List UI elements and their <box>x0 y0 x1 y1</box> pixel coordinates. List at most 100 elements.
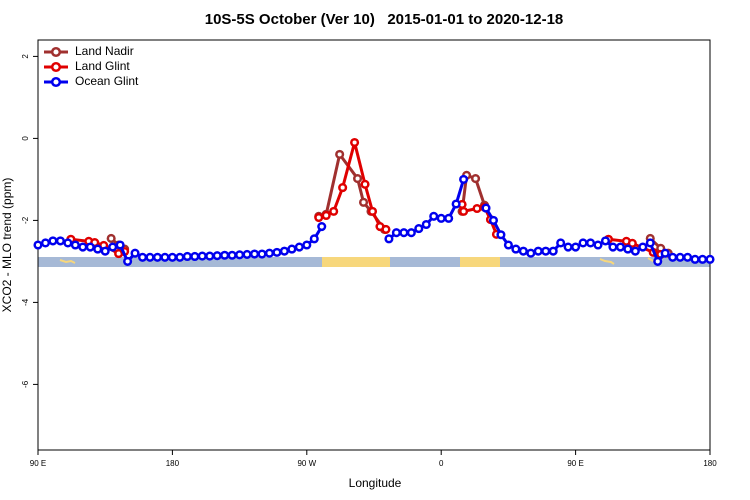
x-tick-label: 0 <box>439 459 444 468</box>
data-point <box>406 228 416 238</box>
data-point <box>272 247 282 257</box>
y-axis-label: XCO2 - MLO trend (ppm) <box>0 178 14 313</box>
data-point <box>287 244 297 254</box>
data-point <box>593 240 603 250</box>
data-point <box>358 197 369 207</box>
data-point <box>653 256 663 266</box>
data-point <box>563 242 573 252</box>
legend-marker <box>50 46 62 58</box>
data-point <box>70 240 80 250</box>
data-point <box>249 249 260 259</box>
data-point <box>683 252 693 262</box>
data-point <box>338 183 348 193</box>
data-point <box>108 242 118 252</box>
data-point <box>459 174 469 184</box>
chart-title: 10S-5S October (Ver 10) 2015-01-01 to 20… <box>205 11 564 28</box>
data-point <box>85 242 95 252</box>
x-tick-label: 180 <box>166 459 180 468</box>
data-point <box>33 240 43 250</box>
data-point <box>317 222 327 232</box>
data-point <box>220 250 230 260</box>
data-point <box>526 248 536 258</box>
data-point <box>329 206 339 216</box>
x-tick-label: 90 E <box>567 459 583 468</box>
legend-label: Ocean Glint <box>75 74 139 88</box>
data-point <box>309 234 319 244</box>
y-tick-label: 0 <box>21 136 30 141</box>
data-point <box>391 228 401 238</box>
data-point <box>264 248 275 258</box>
data-point <box>541 246 551 256</box>
data-point <box>548 246 558 256</box>
legend-marker <box>50 61 62 73</box>
data-point <box>630 246 640 256</box>
data-point <box>697 254 708 264</box>
data-point <box>645 238 655 248</box>
data-point <box>571 242 581 252</box>
y-tick-label: 2 <box>21 54 30 59</box>
data-point <box>235 250 245 260</box>
data-point <box>190 251 200 262</box>
data-point <box>40 238 51 248</box>
data-point <box>421 219 431 230</box>
legend-label: Land Glint <box>75 59 130 73</box>
legend-label: Land Nadir <box>75 44 134 58</box>
data-point <box>48 236 58 246</box>
data-point <box>414 224 424 234</box>
data-point <box>63 238 73 248</box>
data-point <box>668 252 678 262</box>
data-point <box>511 244 521 254</box>
x-tick-label: 90 E <box>30 459 46 468</box>
data-point <box>353 174 363 184</box>
data-point <box>279 246 289 256</box>
legend-marker <box>50 76 62 88</box>
data-point <box>585 238 596 248</box>
data-point <box>242 249 252 259</box>
data-point <box>137 252 148 262</box>
data-point <box>608 242 618 252</box>
data-point <box>533 246 543 256</box>
data-point <box>705 254 715 264</box>
y-tick-label: -2 <box>21 216 30 224</box>
data-point <box>100 246 110 256</box>
x-tick-label: 90 W <box>297 459 316 468</box>
data-point <box>384 234 394 244</box>
data-point <box>205 251 215 261</box>
x-axis-label: Longitude <box>349 476 402 490</box>
data-point <box>451 199 461 209</box>
data-point <box>335 149 345 159</box>
data-point <box>503 240 513 250</box>
data-point <box>350 137 360 148</box>
x-tick-label: 180 <box>703 459 717 468</box>
data-point <box>660 248 670 258</box>
data-point <box>518 246 528 256</box>
data-point <box>615 242 625 252</box>
data-point <box>470 174 481 184</box>
data-point <box>78 242 88 252</box>
data-point <box>115 240 125 250</box>
data-point <box>638 242 648 252</box>
data-point <box>436 213 446 223</box>
data-point <box>321 210 331 221</box>
data-point <box>167 252 177 262</box>
data-point <box>600 236 611 246</box>
data-point <box>429 211 439 221</box>
data-point <box>444 213 454 223</box>
data-point <box>106 233 116 243</box>
data-point <box>314 212 324 223</box>
data-point <box>302 240 312 250</box>
data-point <box>227 250 237 260</box>
data-point <box>130 248 140 258</box>
data-point <box>675 252 685 262</box>
data-point <box>472 203 482 214</box>
data-point <box>459 206 469 216</box>
data-point <box>690 254 700 264</box>
data-point <box>197 251 207 261</box>
data-point <box>496 230 506 240</box>
data-point <box>93 244 103 254</box>
data-point <box>623 244 633 254</box>
data-point <box>367 206 378 216</box>
data-point <box>294 242 304 252</box>
data-point <box>257 249 267 259</box>
